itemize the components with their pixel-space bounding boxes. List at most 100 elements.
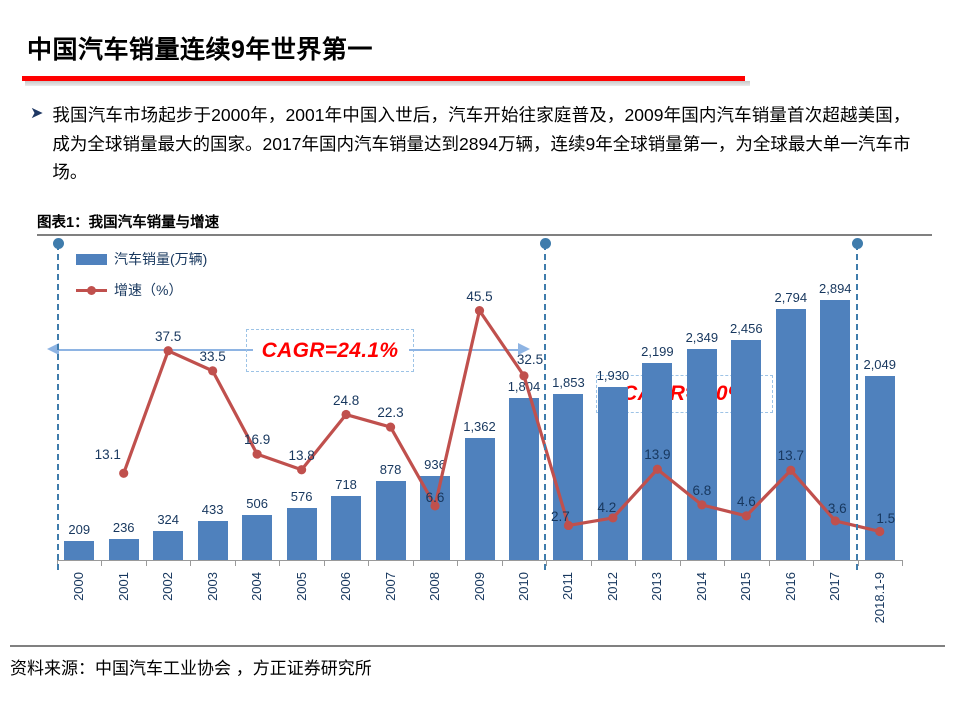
legend-item-growth: 增速（%） bbox=[76, 280, 207, 300]
title-rule-shadow bbox=[25, 81, 750, 86]
x-tick bbox=[546, 560, 548, 566]
bullet-paragraph: ➤ 我国汽车市场起步于2000年，2001年中国入世后，汽车开始往家庭普及，20… bbox=[30, 101, 930, 187]
x-tick bbox=[412, 560, 414, 566]
bar-2014[interactable] bbox=[686, 349, 717, 560]
legend-label-growth: 增速（%） bbox=[114, 282, 183, 298]
bullet-paragraph-text: 我国汽车市场起步于2000年，2001年中国入世后，汽车开始往家庭普及，2009… bbox=[52, 105, 911, 182]
bar-2007[interactable] bbox=[375, 481, 406, 560]
bullet-arrow-icon: ➤ bbox=[30, 105, 44, 122]
x-tick bbox=[590, 560, 592, 566]
period-divider-18 bbox=[855, 244, 858, 570]
bar-2010[interactable] bbox=[508, 398, 539, 560]
bar-2018.1-9[interactable] bbox=[864, 376, 895, 560]
x-tick bbox=[724, 560, 726, 566]
bar-value-label-2012: 1,930 bbox=[596, 367, 630, 383]
cagr1-arrowhead-left-icon bbox=[47, 343, 59, 355]
figure-caption: 图表1：我国汽车销量与增速 bbox=[37, 215, 220, 231]
x-tick bbox=[902, 560, 903, 566]
bar-value-label-2018.1-9: 2,049 bbox=[863, 357, 897, 373]
legend-item-sales: 汽车销量(万辆) bbox=[76, 249, 207, 269]
bar-2017[interactable] bbox=[820, 300, 851, 560]
growth-value-label-2013: 13.9 bbox=[644, 447, 671, 463]
growth-value-label-2007: 22.3 bbox=[377, 405, 404, 421]
bar-value-label-2013: 2,199 bbox=[641, 343, 674, 359]
x-axis-label-2002: 2002 bbox=[160, 572, 176, 601]
bar-2008[interactable] bbox=[420, 476, 451, 560]
x-tick bbox=[101, 560, 103, 566]
source-note: 资料来源：中国汽车工业协会 ，方正证券研究所 bbox=[10, 659, 372, 678]
period-divider-dot-18 bbox=[851, 238, 863, 249]
x-axis-label-2015: 2015 bbox=[738, 572, 754, 601]
x-tick bbox=[635, 560, 637, 566]
chart-x-axis bbox=[57, 560, 902, 561]
growth-value-label-2014: 6.8 bbox=[692, 482, 712, 498]
growth-value-label-2001: 13.1 bbox=[94, 447, 121, 463]
bar-2011[interactable] bbox=[553, 393, 584, 560]
bar-2012[interactable] bbox=[597, 386, 628, 560]
x-axis-label-2004: 2004 bbox=[249, 572, 265, 601]
x-tick bbox=[323, 560, 325, 566]
x-axis-label-2008: 2008 bbox=[427, 572, 443, 601]
bar-value-label-2016: 2,794 bbox=[774, 290, 808, 306]
x-tick bbox=[279, 560, 281, 566]
x-tick bbox=[457, 560, 459, 566]
bar-value-label-2009: 1,362 bbox=[463, 418, 496, 434]
x-axis-label-2018.1-9: 2018.1-9 bbox=[871, 572, 887, 624]
x-axis-label-2003: 2003 bbox=[204, 572, 220, 601]
x-tick bbox=[857, 560, 859, 566]
chart-legend: 汽车销量(万辆) 增速（%） bbox=[76, 249, 207, 311]
growth-value-label-2012: 4.2 bbox=[597, 499, 617, 515]
x-tick bbox=[768, 560, 770, 566]
x-axis-label-2017: 2017 bbox=[827, 572, 843, 601]
bar-swatch-icon bbox=[76, 253, 107, 265]
growth-value-label-2005: 13.8 bbox=[288, 447, 315, 463]
bar-2004[interactable] bbox=[242, 514, 273, 560]
cagr2-label: CAGR=7.0% bbox=[622, 382, 747, 405]
period-divider-11 bbox=[544, 244, 547, 570]
x-axis-label-2000: 2000 bbox=[71, 572, 87, 601]
growth-value-label-2011: 2.7 bbox=[551, 509, 570, 525]
bar-value-label-2006: 718 bbox=[335, 476, 357, 492]
bar-2000[interactable] bbox=[64, 541, 95, 560]
x-tick bbox=[190, 560, 192, 566]
legend-label-sales: 汽车销量(万辆) bbox=[114, 251, 208, 267]
bar-value-label-2000: 209 bbox=[68, 522, 91, 538]
bar-value-label-2008: 936 bbox=[424, 457, 446, 473]
x-axis-label-2005: 2005 bbox=[293, 572, 309, 601]
x-axis-label-2006: 2006 bbox=[338, 572, 354, 601]
bar-2001[interactable] bbox=[108, 538, 139, 560]
footer-rule bbox=[10, 645, 945, 647]
bar-value-label-2015: 2,456 bbox=[730, 320, 763, 336]
x-tick bbox=[234, 560, 236, 566]
chart-container: 汽车销量(万辆) 增速（%） CAGR=24.1% bbox=[0, 236, 959, 636]
bar-2006[interactable] bbox=[331, 495, 362, 560]
x-axis-label-2001: 2001 bbox=[115, 572, 131, 601]
x-tick bbox=[501, 560, 503, 566]
bar-2003[interactable] bbox=[197, 521, 228, 560]
x-axis-label-2014: 2014 bbox=[693, 572, 709, 601]
growth-value-label-2010: 32.5 bbox=[516, 351, 544, 367]
cagr1-arrow-right bbox=[409, 349, 522, 351]
growth-value-label-2008: 6.6 bbox=[425, 489, 445, 505]
period-divider-0 bbox=[57, 244, 59, 570]
bar-2016[interactable] bbox=[775, 309, 806, 560]
growth-value-label-2002: 37.5 bbox=[155, 328, 182, 344]
chart-plot-area: 汽车销量(万辆) 增速（%） CAGR=24.1% bbox=[0, 236, 959, 636]
bar-2015[interactable] bbox=[731, 339, 762, 560]
growth-value-label-2004: 16.9 bbox=[243, 432, 271, 448]
cagr1-box: CAGR=24.1% bbox=[246, 329, 414, 372]
growth-value-label-2009: 45.5 bbox=[466, 288, 493, 304]
x-axis-label-2012: 2012 bbox=[604, 572, 620, 601]
bar-2009[interactable] bbox=[464, 437, 495, 560]
growth-value-label-2017: 3.6 bbox=[827, 500, 847, 516]
title-accent-rule bbox=[22, 76, 745, 81]
x-axis-label-2011: 2011 bbox=[560, 572, 576, 600]
x-axis-label-2009: 2009 bbox=[471, 572, 487, 601]
growth-value-label-2003: 33.5 bbox=[199, 348, 226, 364]
bar-2002[interactable] bbox=[153, 530, 184, 560]
bar-2005[interactable] bbox=[286, 508, 317, 560]
period-divider-dot-0 bbox=[53, 238, 64, 249]
growth-value-label-2015: 4.6 bbox=[736, 493, 756, 509]
x-tick bbox=[368, 560, 370, 566]
